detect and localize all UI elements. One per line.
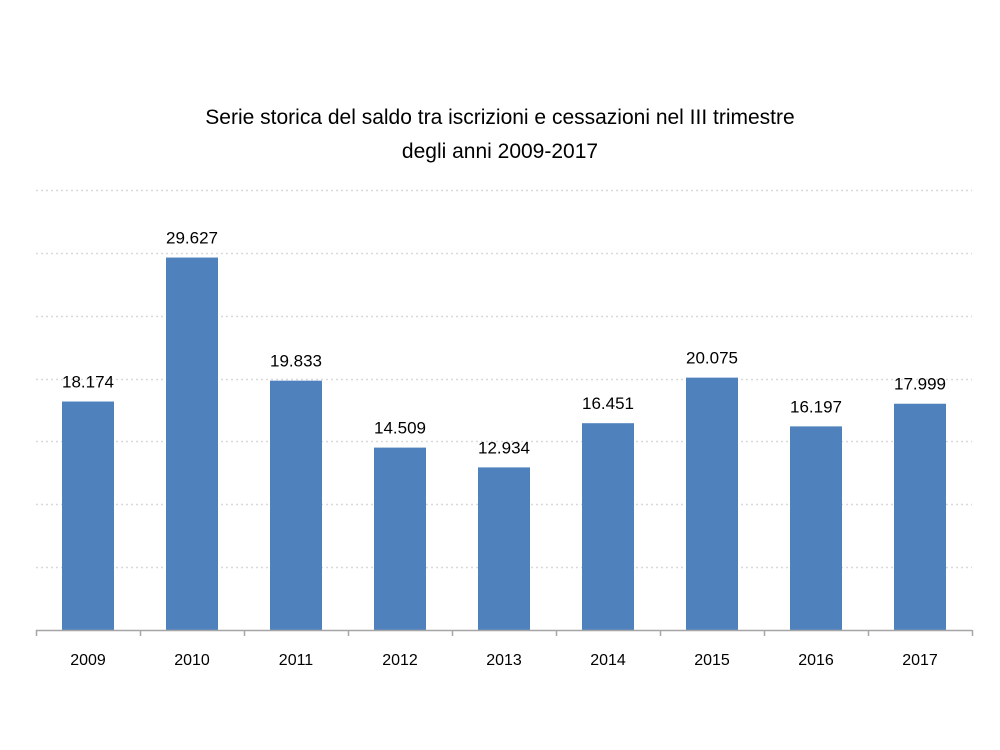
bar-2015 [686, 377, 738, 630]
data-label-2013: 12.934 [478, 438, 530, 457]
x-tick-label-2011: 2011 [279, 652, 314, 669]
x-axis [35, 629, 974, 636]
x-tick-label-2010: 2010 [174, 652, 210, 669]
x-tick-labels: 2009 2010 2011 2012 2013 2014 2015 2016 2017 [70, 652, 938, 669]
x-tick-label-2017: 2017 [902, 652, 938, 669]
data-label-2011: 19.833 [270, 352, 322, 371]
bar-2017 [894, 403, 946, 630]
chart-title-line-2: degli anni 2009-2017 [402, 140, 598, 163]
bar-2016 [790, 426, 842, 630]
bar-2011 [270, 380, 322, 630]
data-label-2017: 17.999 [894, 375, 946, 394]
data-label-2016: 16.197 [790, 397, 842, 416]
bar-2012 [374, 447, 426, 630]
bar-2014 [582, 423, 634, 630]
data-label-2015: 20.075 [686, 349, 738, 368]
bar-2010 [166, 257, 218, 630]
x-tick-label-2009: 2009 [70, 652, 106, 669]
bars [62, 257, 946, 630]
data-labels: 18.174 29.627 19.833 14.509 12.934 16.451 20.0… [62, 229, 946, 458]
x-tick-label-2015: 2015 [694, 652, 730, 669]
chart-title: Serie storica del saldo tra iscrizioni e… [205, 106, 794, 163]
data-label-2014: 16.451 [582, 394, 634, 413]
x-tick-label-2013: 2013 [486, 652, 522, 669]
bar-2009 [62, 401, 114, 630]
chart-title-line-1: Serie storica del saldo tra iscrizioni e… [205, 106, 794, 129]
data-label-2009: 18.174 [62, 373, 114, 392]
x-tick-label-2016: 2016 [798, 652, 834, 669]
bar-2013 [478, 467, 530, 630]
data-label-2012: 14.509 [374, 419, 426, 438]
x-tick-label-2014: 2014 [590, 652, 626, 669]
x-tick-label-2012: 2012 [382, 652, 418, 669]
data-label-2010: 29.627 [166, 229, 218, 248]
